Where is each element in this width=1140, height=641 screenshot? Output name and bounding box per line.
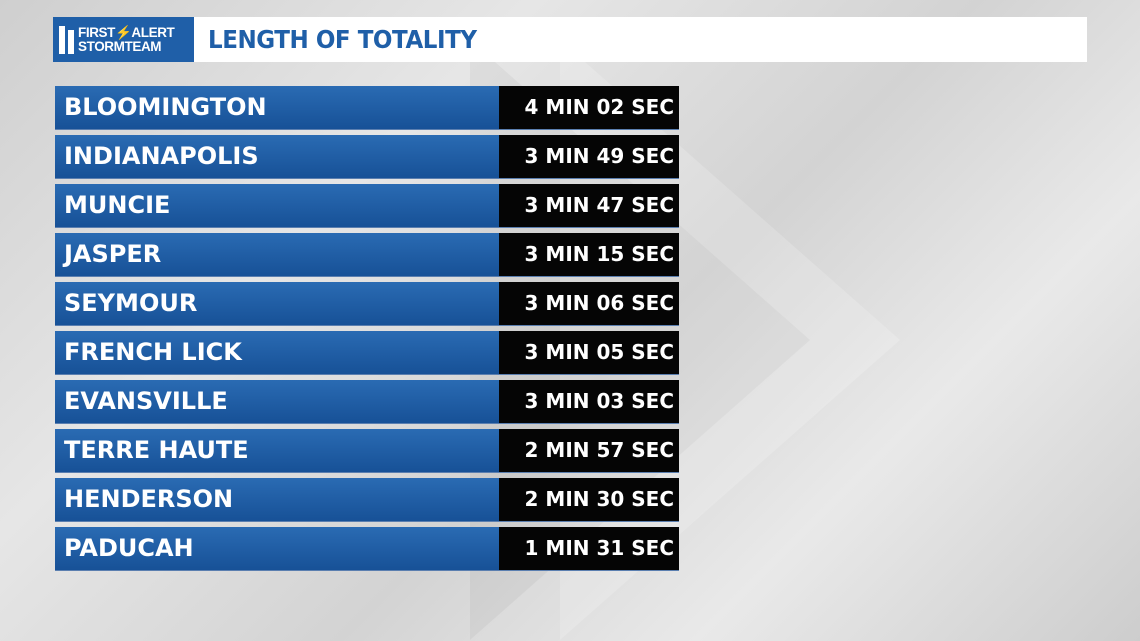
totality-list: BLOOMINGTON 4 MIN 02 SEC INDIANAPOLIS 3 MIN… [55, 86, 679, 576]
totality-duration: 3 MIN 03 SEC [499, 380, 679, 423]
logo-text: FIRST⚡ALERT STORMTEAM [78, 24, 175, 54]
list-item: HENDERSON 2 MIN 30 SEC [55, 478, 679, 522]
list-item: SEYMOUR 3 MIN 06 SEC [55, 282, 679, 326]
totality-duration: 4 MIN 02 SEC [499, 86, 679, 129]
list-item: INDIANAPOLIS 3 MIN 49 SEC [55, 135, 679, 179]
totality-duration: 3 MIN 06 SEC [499, 282, 679, 325]
logo-line-1: FIRST⚡ALERT [78, 24, 175, 40]
list-item: TERRE HAUTE 2 MIN 57 SEC [55, 429, 679, 473]
page-title: LENGTH OF TOTALITY [208, 25, 477, 54]
list-item: PADUCAH 1 MIN 31 SEC [55, 527, 679, 571]
city-name: TERRE HAUTE [55, 429, 499, 472]
city-name: PADUCAH [55, 527, 499, 570]
city-name: BLOOMINGTON [55, 86, 499, 129]
totality-duration: 3 MIN 05 SEC [499, 331, 679, 374]
totality-duration: 3 MIN 15 SEC [499, 233, 679, 276]
city-name: HENDERSON [55, 478, 499, 521]
totality-duration: 3 MIN 47 SEC [499, 184, 679, 227]
list-item: BLOOMINGTON 4 MIN 02 SEC [55, 86, 679, 130]
city-name: MUNCIE [55, 184, 499, 227]
list-item: FRENCH LICK 3 MIN 05 SEC [55, 331, 679, 375]
logo-bars-icon [59, 25, 74, 54]
city-name: INDIANAPOLIS [55, 135, 499, 178]
list-item: MUNCIE 3 MIN 47 SEC [55, 184, 679, 228]
list-item: EVANSVILLE 3 MIN 03 SEC [55, 380, 679, 424]
city-name: JASPER [55, 233, 499, 276]
stormteam-logo: FIRST⚡ALERT STORMTEAM [53, 17, 194, 62]
totality-duration: 2 MIN 30 SEC [499, 478, 679, 521]
list-item: JASPER 3 MIN 15 SEC [55, 233, 679, 277]
header-bar: FIRST⚡ALERT STORMTEAM LENGTH OF TOTALITY [53, 17, 1087, 62]
city-name: SEYMOUR [55, 282, 499, 325]
totality-duration: 2 MIN 57 SEC [499, 429, 679, 472]
totality-duration: 1 MIN 31 SEC [499, 527, 679, 570]
city-name: FRENCH LICK [55, 331, 499, 374]
logo-line-2: STORMTEAM [78, 38, 162, 54]
city-name: EVANSVILLE [55, 380, 499, 423]
totality-duration: 3 MIN 49 SEC [499, 135, 679, 178]
